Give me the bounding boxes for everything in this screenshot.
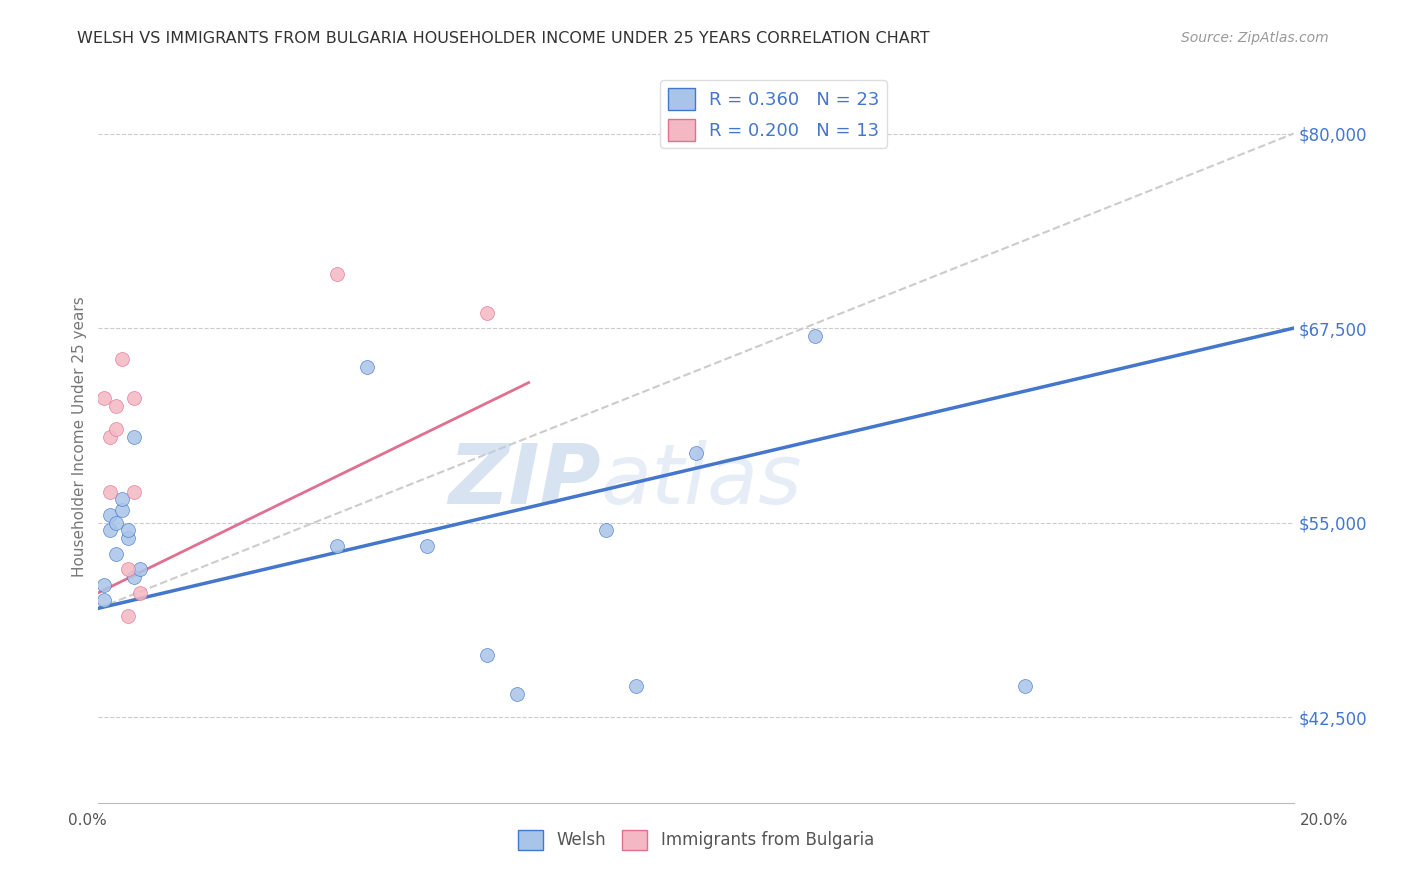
Point: [124, 570, 146, 584]
Point: [98, 508, 122, 522]
Point: [506, 687, 529, 701]
Point: [98, 484, 122, 499]
Point: [124, 430, 146, 444]
Point: [595, 524, 617, 538]
Point: [117, 531, 139, 545]
Point: [117, 524, 139, 538]
Point: [111, 492, 134, 507]
Text: atlas: atlas: [600, 441, 801, 522]
Point: [93, 391, 115, 405]
Text: 20.0%: 20.0%: [1301, 814, 1348, 828]
Text: 0.0%: 0.0%: [67, 814, 107, 828]
Point: [685, 445, 707, 459]
Point: [105, 422, 128, 436]
Y-axis label: Householder Income Under 25 years: Householder Income Under 25 years: [72, 297, 87, 577]
Point: [326, 539, 349, 553]
Point: [111, 503, 134, 517]
Point: [1014, 679, 1036, 693]
Legend: Welsh, Immigrants from Bulgaria: Welsh, Immigrants from Bulgaria: [512, 823, 880, 856]
Point: [98, 524, 122, 538]
Point: [105, 399, 128, 413]
Point: [475, 305, 498, 319]
Text: WELSH VS IMMIGRANTS FROM BULGARIA HOUSEHOLDER INCOME UNDER 25 YEARS CORRELATION : WELSH VS IMMIGRANTS FROM BULGARIA HOUSEH…: [77, 31, 929, 46]
Point: [117, 609, 139, 624]
Point: [124, 391, 146, 405]
Point: [129, 562, 152, 576]
Text: ZIP: ZIP: [447, 441, 600, 522]
Point: [93, 593, 115, 607]
Point: [98, 430, 122, 444]
Point: [105, 516, 128, 530]
Point: [326, 267, 349, 281]
Point: [129, 585, 152, 599]
Point: [124, 484, 146, 499]
Point: [416, 539, 439, 553]
Point: [804, 329, 827, 343]
Point: [105, 547, 128, 561]
Point: [111, 352, 134, 367]
Text: Source: ZipAtlas.com: Source: ZipAtlas.com: [1181, 31, 1329, 45]
Point: [475, 648, 498, 662]
Point: [93, 578, 115, 592]
Point: [626, 679, 648, 693]
Point: [117, 562, 139, 576]
Point: [356, 359, 378, 374]
